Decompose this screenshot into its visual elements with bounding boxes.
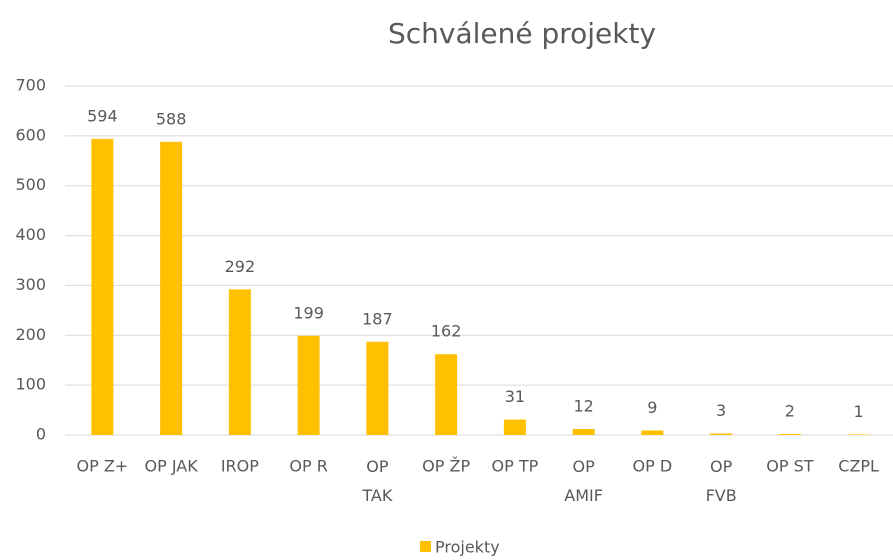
data-label: 3 bbox=[716, 401, 726, 420]
y-tick-label: 500 bbox=[15, 175, 46, 194]
data-label: 594 bbox=[87, 106, 118, 125]
data-label: 187 bbox=[362, 309, 393, 328]
y-tick-label: 700 bbox=[15, 76, 46, 95]
data-label: 2 bbox=[785, 402, 795, 421]
x-tick-label: OP TAK bbox=[361, 457, 392, 505]
data-label: 31 bbox=[505, 387, 525, 406]
x-tick-label: OP TP bbox=[492, 457, 539, 476]
x-tick-label: OP FVB bbox=[706, 457, 737, 505]
chart-title: Schválené projekty bbox=[388, 17, 656, 50]
bar bbox=[572, 429, 595, 435]
y-tick-label: 200 bbox=[15, 325, 46, 344]
bar bbox=[297, 335, 320, 435]
data-label: 292 bbox=[225, 257, 256, 276]
bar bbox=[778, 434, 801, 435]
bar bbox=[641, 430, 664, 435]
y-tick-label: 600 bbox=[15, 125, 46, 144]
legend-label: Projekty bbox=[435, 538, 500, 557]
y-tick-label: 300 bbox=[15, 275, 46, 294]
data-label: 9 bbox=[647, 398, 657, 417]
x-tick-label: IROP bbox=[221, 457, 259, 476]
bar bbox=[91, 138, 114, 435]
y-tick-label: 0 bbox=[36, 425, 46, 444]
bar bbox=[366, 341, 389, 435]
bar bbox=[228, 289, 251, 435]
legend-swatch bbox=[420, 541, 431, 552]
x-tick-label: OP ŽP bbox=[422, 457, 470, 476]
data-label: 162 bbox=[431, 322, 462, 341]
data-label: 199 bbox=[293, 303, 324, 322]
x-tick-label: OP D bbox=[633, 457, 673, 476]
x-tick-label: OP JAK bbox=[145, 457, 199, 476]
x-tick-label: OP R bbox=[289, 457, 327, 476]
bar bbox=[503, 419, 526, 435]
data-label: 588 bbox=[156, 109, 187, 128]
data-label: 1 bbox=[854, 402, 864, 421]
x-tick-label: OP AMIF bbox=[564, 457, 603, 505]
bar bbox=[710, 433, 733, 435]
x-tick-label: OP ST bbox=[766, 457, 813, 476]
x-tick-label: CZPL bbox=[838, 457, 879, 476]
x-tick-label: OP Z+ bbox=[77, 457, 129, 476]
bar bbox=[435, 354, 458, 435]
bar bbox=[160, 141, 183, 435]
y-tick-label: 100 bbox=[15, 375, 46, 394]
y-tick-label: 400 bbox=[15, 225, 46, 244]
data-label: 12 bbox=[573, 397, 593, 416]
